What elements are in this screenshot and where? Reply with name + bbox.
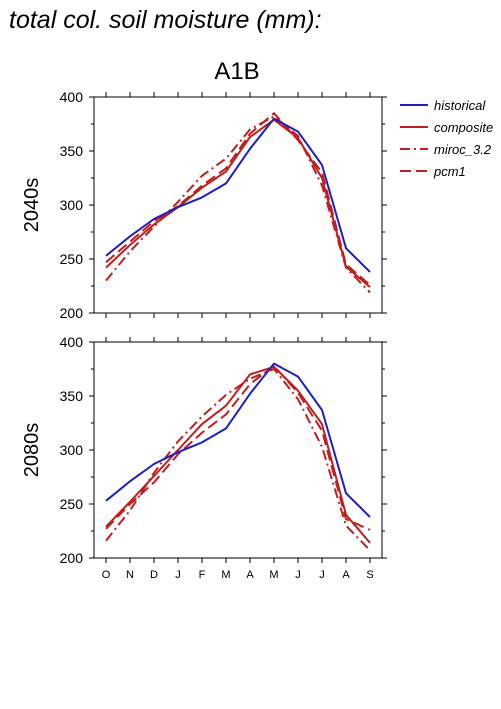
y-tick-label: 200 [60, 305, 84, 321]
x-tick-label: N [126, 569, 134, 581]
plot-frame [93, 341, 383, 559]
legend-label-historical: historical [434, 98, 486, 113]
row-label-2040s: 2040s [21, 178, 43, 233]
series-line-composite [105, 118, 371, 288]
x-tick-label: O [102, 569, 111, 581]
scenario-title: A1B [214, 58, 259, 85]
series-line-pcm1 [105, 364, 371, 531]
figure-title: total col. soil moisture (mm): [9, 6, 322, 34]
y-tick-label: 350 [60, 143, 84, 159]
series-line-miroc_3.2 [105, 115, 371, 294]
y-tick-label: 400 [60, 89, 84, 105]
x-tick-label: S [366, 569, 373, 581]
y-tick-label: 250 [60, 251, 84, 267]
plot-frame [93, 96, 383, 314]
x-tick-label: M [221, 569, 230, 581]
series-line-historical [105, 362, 371, 518]
y-tick-label: 200 [60, 550, 84, 566]
y-tick-label: 250 [60, 496, 84, 512]
legend-label-miroc_3.2: miroc_3.2 [434, 142, 492, 157]
series-line-composite [105, 365, 371, 544]
x-tick-label: F [199, 569, 206, 581]
x-tick-label: D [150, 569, 158, 581]
x-tick-label: J [175, 569, 181, 581]
series-line-historical [105, 117, 371, 273]
x-tick-label: A [342, 569, 350, 581]
y-tick-label: 400 [60, 334, 84, 350]
x-tick-label: J [295, 569, 301, 581]
legend-label-pcm1: pcm1 [433, 164, 466, 179]
legend-label-composite: composite [434, 120, 493, 135]
row-label-2080s: 2080s [21, 423, 43, 478]
panel-2040s: 200 250 300 350 400 2040s [21, 89, 387, 321]
legend: historical composite miroc_3.2 pcm1 [400, 98, 493, 179]
series-line-miroc_3.2 [105, 368, 371, 552]
panel-2080s: 200 250 300 350 400 O N D J F M A M J J A S 2080s [21, 334, 387, 581]
x-tick-label: A [246, 569, 254, 581]
y-tick-label: 350 [60, 388, 84, 404]
x-tick-label: M [269, 569, 278, 581]
series-line-pcm1 [105, 112, 371, 286]
y-tick-label: 300 [60, 442, 84, 458]
y-tick-label: 300 [60, 197, 84, 213]
x-tick-label: J [319, 569, 325, 581]
